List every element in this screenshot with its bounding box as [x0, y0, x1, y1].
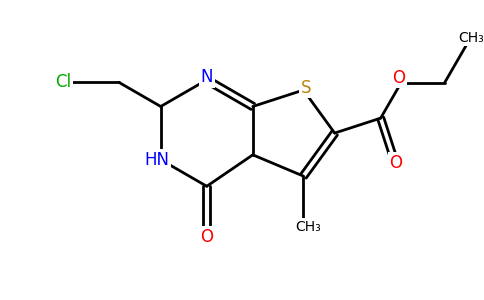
Text: O: O: [393, 69, 405, 87]
Text: O: O: [200, 228, 213, 246]
Text: N: N: [200, 68, 213, 86]
Text: CH₃: CH₃: [458, 31, 484, 45]
Text: HN: HN: [144, 151, 169, 169]
Text: S: S: [301, 79, 311, 97]
Text: Cl: Cl: [55, 73, 71, 91]
Text: CH₃: CH₃: [295, 220, 321, 234]
Text: O: O: [389, 154, 402, 172]
